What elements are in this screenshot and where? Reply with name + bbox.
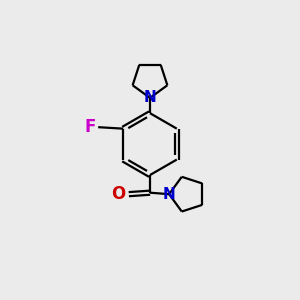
Text: O: O [112,185,126,203]
Text: N: N [144,90,156,105]
Text: F: F [85,118,96,136]
Text: N: N [163,187,175,202]
